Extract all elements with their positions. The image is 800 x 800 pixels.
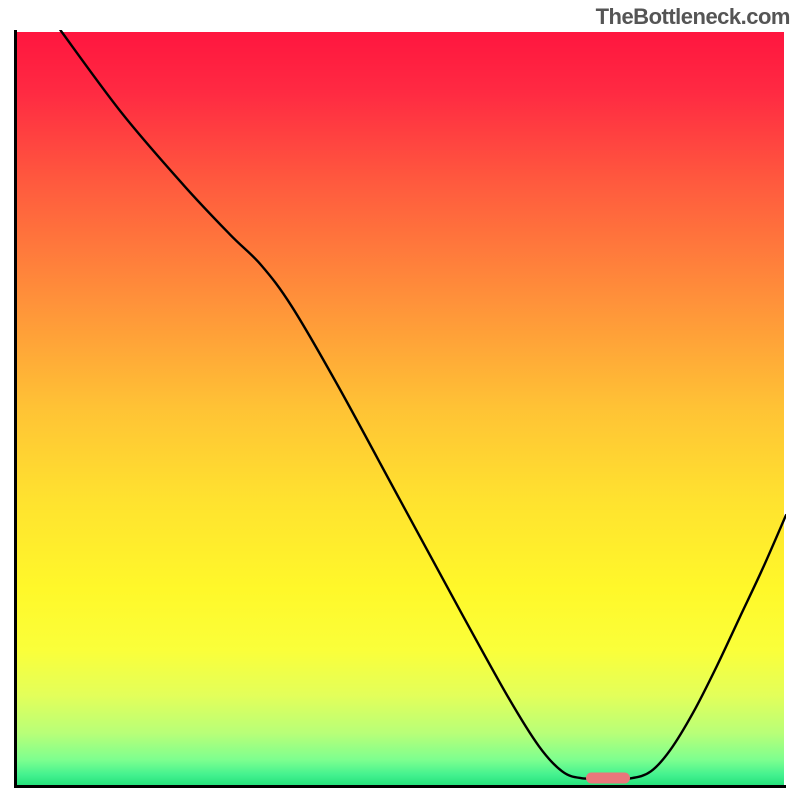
peak-marker [586, 773, 630, 784]
gradient-background [16, 32, 784, 786]
plot-area [14, 30, 786, 788]
watermark-text: TheBottleneck.com [596, 4, 790, 30]
chart-container: TheBottleneck.com [0, 0, 800, 800]
